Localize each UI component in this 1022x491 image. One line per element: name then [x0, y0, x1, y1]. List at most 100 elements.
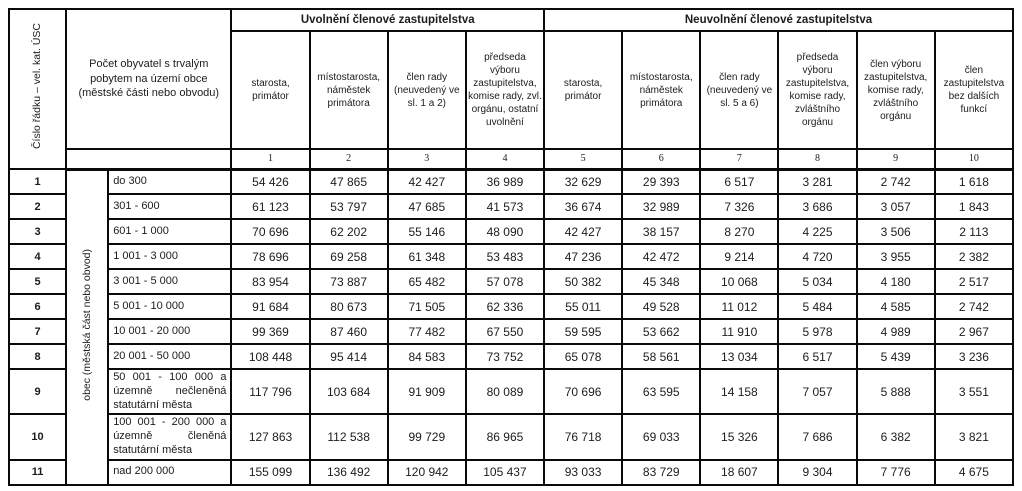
value-cell: 53 483 [464, 243, 546, 270]
corner-header-label: Číslo řádku – vel. kat. ÚSC [31, 23, 44, 150]
col-number-8: 8 [777, 148, 858, 171]
table-row: 6 5 001 - 10 000 91 684 80 673 71 505 62… [7, 293, 1015, 320]
value-cell: 108 448 [230, 343, 311, 370]
value-cell: 136 492 [308, 458, 389, 486]
row-number: 6 [7, 293, 68, 320]
value-cell: 76 718 [543, 413, 624, 461]
value-cell: 67 550 [464, 318, 546, 345]
value-cell: 5 034 [777, 268, 858, 295]
population-range: 3 001 - 5 000 [107, 268, 233, 295]
col-header-8: předseda výboru zastupitelstva, komise r… [777, 30, 858, 150]
value-cell: 7 686 [777, 413, 858, 461]
value-cell: 42 427 [543, 218, 624, 245]
row-number: 10 [7, 413, 68, 461]
col-number-3: 3 [386, 148, 467, 171]
value-cell: 2 742 [855, 168, 936, 195]
value-cell: 5 888 [855, 367, 936, 416]
value-cell: 3 506 [855, 218, 936, 245]
col-header-5: starosta, primátor [543, 30, 624, 150]
value-cell: 3 686 [777, 193, 858, 220]
row-group-label-cell: obec (městská část nebo obvod) [65, 168, 110, 486]
population-range: 601 - 1 000 [107, 218, 233, 245]
group-header-uvolneni: Uvolnění členové zastupitelstva [230, 8, 546, 32]
value-cell: 36 989 [464, 168, 546, 195]
value-cell: 84 583 [386, 343, 467, 370]
value-cell: 10 068 [699, 268, 780, 295]
value-cell: 73 887 [308, 268, 389, 295]
value-cell: 4 585 [855, 293, 936, 320]
value-cell: 2 113 [933, 218, 1015, 245]
table-row: 4 1 001 - 3 000 78 696 69 258 61 348 53 … [7, 243, 1015, 270]
value-cell: 83 729 [621, 458, 702, 486]
row-number: 8 [7, 343, 68, 370]
row-number: 4 [7, 243, 68, 270]
value-cell: 29 393 [621, 168, 702, 195]
value-cell: 2 382 [933, 243, 1015, 270]
value-cell: 14 158 [699, 367, 780, 416]
value-cell: 47 236 [543, 243, 624, 270]
table-row: 2 301 - 600 61 123 53 797 47 685 41 573 … [7, 193, 1015, 220]
col-number-4: 4 [464, 148, 546, 171]
header-group-row: Číslo řádku – vel. kat. ÚSC Počet obyvat… [7, 8, 1014, 170]
value-cell: 4 180 [855, 268, 936, 295]
value-cell: 54 426 [230, 168, 311, 195]
value-cell: 3 955 [855, 243, 936, 270]
col-number-2: 2 [308, 148, 389, 171]
value-cell: 69 033 [621, 413, 702, 461]
population-range: 100 001 - 200 000 a územně členěná statu… [107, 413, 233, 461]
value-cell: 95 414 [308, 343, 389, 370]
value-cell: 112 538 [308, 413, 389, 461]
value-cell: 3 551 [933, 367, 1015, 416]
value-cell: 4 675 [933, 458, 1015, 486]
value-cell: 62 202 [308, 218, 389, 245]
value-cell: 61 348 [386, 243, 467, 270]
value-cell: 6 517 [699, 168, 780, 195]
value-cell: 120 942 [386, 458, 467, 486]
population-header-cell: Počet obyvatel s trvalým pobytem na územ… [65, 8, 233, 150]
value-cell: 117 796 [230, 367, 311, 416]
value-cell: 55 011 [543, 293, 624, 320]
value-cell: 15 326 [699, 413, 780, 461]
col-header-10: člen zastupitelstva bez dalších funkcí [933, 30, 1015, 150]
value-cell: 78 696 [230, 243, 311, 270]
empty-number-cell [65, 148, 233, 171]
value-cell: 11 910 [699, 318, 780, 345]
population-range: 20 001 - 50 000 [107, 343, 233, 370]
population-range: do 300 [107, 168, 233, 195]
value-cell: 65 482 [386, 268, 467, 295]
value-cell: 71 505 [386, 293, 467, 320]
row-group-label: obec (městská část nebo obvod) [80, 248, 93, 401]
value-cell: 8 270 [699, 218, 780, 245]
col-header-6: místostarosta, náměstek primátora [621, 30, 702, 150]
population-range: 1 001 - 3 000 [107, 243, 233, 270]
value-cell: 3 236 [933, 343, 1015, 370]
col-header-2: místostarosta, náměstek primátora [308, 30, 389, 150]
value-cell: 6 382 [855, 413, 936, 461]
header-columns-row: starosta, primátor místostarosta, náměst… [9, 30, 1015, 150]
row-number: 7 [7, 318, 68, 345]
population-range: 50 001 - 100 000 a územně nečleněná stat… [107, 367, 233, 416]
value-cell: 32 629 [543, 168, 624, 195]
population-range: 5 001 - 10 000 [107, 293, 233, 320]
table-row: 9 50 001 - 100 000 a územně nečleněná st… [7, 367, 1015, 416]
row-number: 9 [7, 367, 68, 416]
value-cell: 57 078 [464, 268, 546, 295]
value-cell: 5 484 [777, 293, 858, 320]
value-cell: 62 336 [464, 293, 546, 320]
value-cell: 11 012 [699, 293, 780, 320]
col-number-10: 10 [933, 148, 1015, 171]
value-cell: 105 437 [464, 458, 546, 486]
row-number: 11 [7, 458, 68, 486]
value-cell: 70 696 [230, 218, 311, 245]
value-cell: 9 304 [777, 458, 858, 486]
row-number: 3 [7, 218, 68, 245]
value-cell: 42 472 [621, 243, 702, 270]
value-cell: 9 214 [699, 243, 780, 270]
value-cell: 99 729 [386, 413, 467, 461]
group-header-neuvolneni: Neuvolnění členové zastupitelstva [543, 8, 1014, 32]
value-cell: 38 157 [621, 218, 702, 245]
col-number-6: 6 [621, 148, 702, 171]
value-cell: 7 057 [777, 367, 858, 416]
col-number-9: 9 [855, 148, 936, 171]
